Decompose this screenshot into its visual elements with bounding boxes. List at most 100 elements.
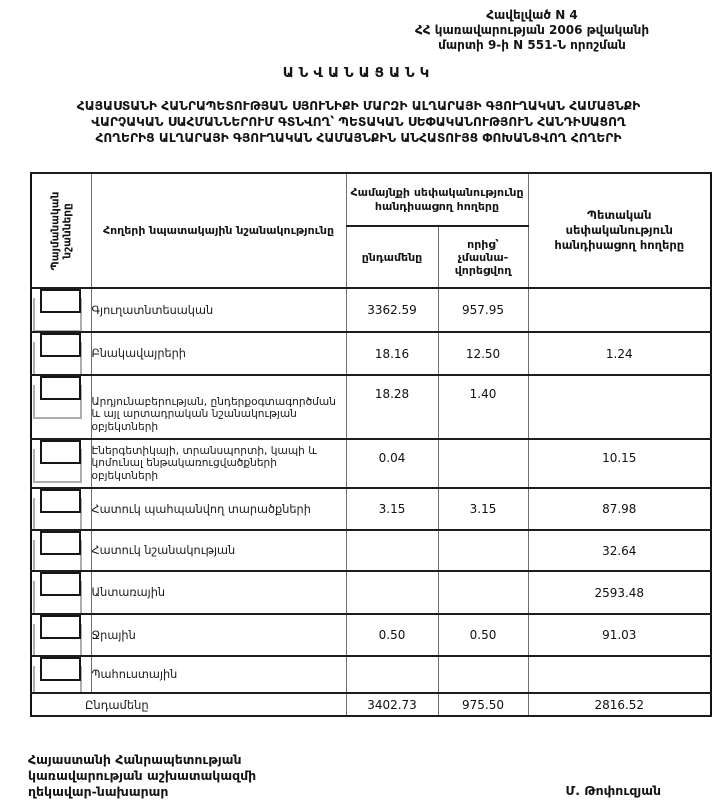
purpose-cell: Ջրային — [90, 613, 347, 657]
purpose-cell: Գյուղատնտեսական — [90, 287, 347, 333]
column-header-symbols: Պայմանական նշանները — [30, 172, 92, 289]
column-header-state: Պետական սեփականություն հանդիսացող հողերը — [527, 172, 712, 289]
page-title: ԱՆՎԱՆԱՑԱՆԿ — [282, 65, 435, 81]
non-privatized-cell — [437, 655, 529, 694]
table-row: Արդյունաբերության, ընդերքօգտագործման և ա… — [30, 374, 712, 440]
purpose-cell: Անտառային — [90, 570, 347, 615]
symbol-cell — [30, 487, 92, 531]
symbol-cell — [30, 331, 92, 376]
symbol-cell — [30, 374, 92, 440]
non-privatized-cell — [437, 438, 529, 489]
symbol-swatch — [40, 616, 81, 639]
column-header-purpose: Հողերի նպատակային նշանակությունը — [90, 172, 347, 289]
table-header-row-1: Պայմանական նշանները Հողերի նպատակային նշ… — [30, 172, 712, 289]
symbol-cell — [30, 529, 92, 572]
state-cell — [527, 287, 712, 333]
state-cell: 1.24 — [527, 331, 712, 376]
symbol-swatch — [40, 573, 81, 596]
state-cell: 2593.48 — [527, 570, 712, 615]
column-header-community-total: ընդամենը — [345, 225, 439, 289]
symbol-cell — [30, 613, 92, 657]
column-header-nonprivatized: որից՝ չմասնա- վորեցվող — [437, 225, 529, 289]
land-type-symbol-icon — [32, 441, 86, 483]
symbol-ghost-outline — [33, 385, 82, 419]
symbol-swatch — [40, 490, 81, 513]
state-cell — [527, 374, 712, 440]
land-type-symbol-icon — [32, 658, 86, 691]
symbol-ghost-outline — [33, 298, 82, 330]
total-nonprivatized-cell: 975.50 — [437, 692, 529, 717]
table-header-row-2: ընդամենը որից՝ չմասնա- վորեցվող — [31, 225, 711, 289]
community-total-cell — [345, 529, 439, 572]
signatory-name: Մ. Թոփուզյան — [565, 783, 661, 798]
land-type-symbol-icon — [32, 532, 86, 569]
land-transfer-table: Պայմանական նշանները Հողերի նպատակային նշ… — [30, 172, 712, 717]
appendix-reference: Հավելված N 4 ՀՀ կառավարության 2006 թվակա… — [414, 8, 650, 52]
symbol-swatch — [40, 334, 81, 357]
non-privatized-cell: 1.40 — [437, 374, 529, 440]
symbol-swatch — [40, 658, 81, 681]
community-total-cell — [345, 570, 439, 615]
total-state-cell: 2816.52 — [527, 692, 712, 717]
land-type-symbol-icon — [32, 573, 86, 612]
land-type-symbol-icon — [32, 334, 86, 373]
community-total-cell: 3362.59 — [345, 287, 439, 333]
symbol-cell — [30, 287, 92, 333]
symbol-ghost-outline — [33, 342, 82, 373]
table-row: Ջրային 0.50 0.50 91.03 — [30, 613, 712, 657]
purpose-cell: Արդյունաբերության, ընդերքօգտագործման և ա… — [90, 374, 347, 440]
symbol-swatch — [40, 290, 81, 313]
purpose-cell: Հատուկ նշանակության — [90, 529, 347, 572]
rotated-text-wrap: Պայմանական նշանները — [32, 175, 90, 286]
table-row: Բնակավայրերի 18.16 12.50 1.24 — [30, 331, 712, 376]
symbol-swatch — [40, 377, 81, 400]
state-cell: 87.98 — [527, 487, 712, 531]
community-total-cell: 3.15 — [345, 487, 439, 531]
table-row: Հատուկ նշանակության 32.64 — [30, 529, 712, 572]
signatory-position: Հայաստանի Հանրապետության կառավարության ա… — [28, 752, 257, 799]
land-type-symbol-icon — [32, 377, 86, 419]
non-privatized-cell: 957.95 — [437, 287, 529, 333]
state-cell — [527, 655, 712, 694]
non-privatized-cell — [437, 529, 529, 572]
purpose-cell: Հատուկ պահպանվող տարածքների — [90, 487, 347, 531]
symbol-ghost-outline — [33, 540, 82, 569]
column-header-community-group: Համայնքի սեփականությունը հանդիսացող հողե… — [345, 172, 529, 227]
non-privatized-cell: 3.15 — [437, 487, 529, 531]
symbol-ghost-outline — [33, 498, 82, 528]
land-type-symbol-icon — [32, 290, 86, 330]
community-total-cell: 18.28 — [345, 374, 439, 440]
symbol-ghost-outline — [33, 449, 82, 483]
state-cell: 32.64 — [527, 529, 712, 572]
purpose-cell: Բնակավայրերի — [90, 331, 347, 376]
land-type-symbol-icon — [32, 490, 86, 528]
total-label-cell: Ընդամենը — [30, 692, 347, 717]
table-row: Հատուկ պահպանվող տարածքների 3.15 3.15 87… — [30, 487, 712, 531]
community-total-cell — [345, 655, 439, 694]
community-total-cell: 18.16 — [345, 331, 439, 376]
symbol-cell — [30, 655, 92, 694]
non-privatized-cell — [437, 570, 529, 615]
table-row: Էներգետիկայի, տրանսպորտի, կապի և կոմունա… — [30, 438, 712, 489]
community-total-cell: 0.50 — [345, 613, 439, 657]
symbol-ghost-outline — [33, 666, 82, 691]
total-community-cell: 3402.73 — [345, 692, 439, 717]
community-total-cell: 0.04 — [345, 438, 439, 489]
land-type-symbol-icon — [32, 616, 86, 654]
column-header-symbols-label: Պայմանական նշանները — [49, 191, 74, 270]
document-subtitle: ՀԱՅԱՍՏԱՆԻ ՀԱՆՐԱՊԵՏՈՒԹՅԱՆ ՍՅՈՒՆԻՔԻ ՄԱՐԶԻ … — [76, 99, 641, 145]
table-row: Անտառային 2593.48 — [30, 570, 712, 615]
symbol-ghost-outline — [33, 624, 82, 654]
purpose-cell: Պահուստային — [90, 655, 347, 694]
symbol-swatch — [40, 532, 81, 555]
table-row: Պահուստային — [30, 655, 712, 694]
state-cell: 10.15 — [527, 438, 712, 489]
purpose-cell: Էներգետիկայի, տրանսպորտի, կապի և կոմունա… — [90, 438, 347, 489]
non-privatized-cell: 12.50 — [437, 331, 529, 376]
state-cell: 91.03 — [527, 613, 712, 657]
symbol-cell — [30, 570, 92, 615]
symbol-swatch — [40, 441, 81, 464]
non-privatized-cell: 0.50 — [437, 613, 529, 657]
table-total-row: Ընդամենը 3402.73 975.50 2816.52 — [30, 692, 712, 717]
